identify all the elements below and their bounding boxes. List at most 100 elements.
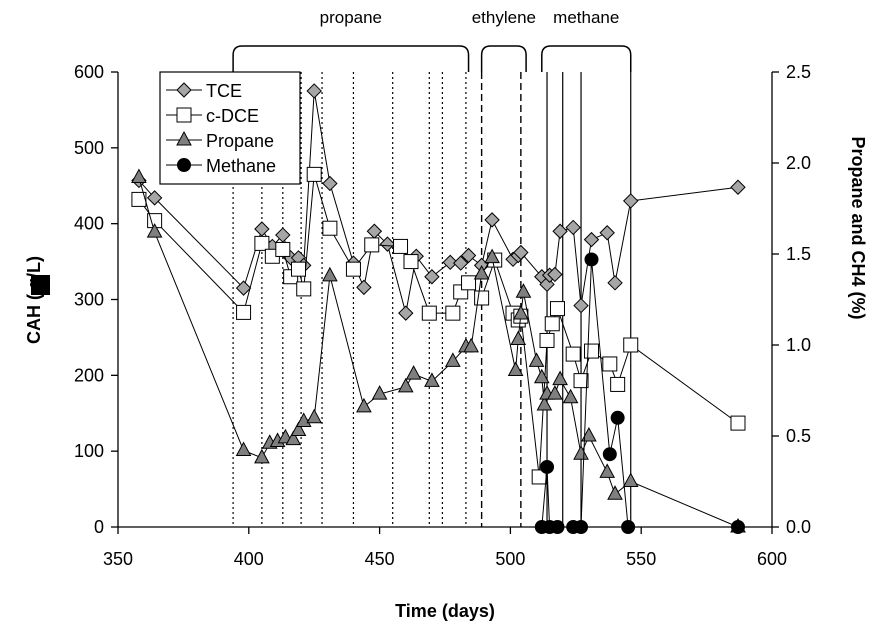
triangle-marker [484,248,500,264]
diamond-marker [599,225,615,241]
y-axis-title-right: Propane and CH4 (%) [848,136,868,319]
diamond-marker [607,275,623,291]
y-tick-label-right: 2.0 [786,153,811,173]
x-axis-title: Time (days) [395,601,495,621]
x-tick-label: 450 [365,549,395,569]
triangle-marker [533,368,550,384]
x-tick-label: 400 [234,549,264,569]
triangle-marker [515,283,532,298]
square-marker [291,261,307,277]
triangle-marker [599,463,616,478]
triangle-marker [254,448,270,464]
phase-label: propane [320,8,382,27]
square-marker [544,316,560,332]
square-marker [461,275,477,291]
triangle-marker [424,372,440,387]
square-marker [583,343,599,359]
square-marker [549,301,565,317]
y-tick-label-left: 300 [74,290,104,310]
triangle-marker [463,337,479,353]
square-marker [565,346,581,362]
y-tick-label-left: 200 [74,365,104,385]
diamond-marker [583,231,600,248]
series-line [138,174,739,477]
data-series [131,83,746,534]
square-marker [322,220,338,236]
triangle-marker [473,264,490,280]
diamond-marker [322,175,338,192]
diamond-marker [398,305,414,321]
series-c-dce [131,166,746,485]
diamond-marker [730,179,746,195]
triangle-marker [573,445,589,460]
diamond-marker [513,244,529,261]
circle-marker [550,520,565,534]
triangle-marker [235,441,252,457]
triangle-marker [547,385,563,400]
square-marker [306,166,322,182]
square-marker [573,373,589,389]
diamond-marker [306,83,322,99]
triangle-marker [285,430,302,446]
diamond-marker [442,254,458,271]
x-tick-label: 600 [757,549,787,569]
triangle-marker [536,396,553,411]
phase-lines [232,72,632,527]
triangle-marker [356,397,372,413]
x-tick-label: 500 [495,549,525,569]
triangle-marker [405,365,422,380]
square-marker [254,235,270,251]
square-marker [539,332,555,348]
y-tick-label-right: 2.5 [786,62,811,82]
series-methane [534,252,745,534]
phase-bracket [232,45,470,72]
square-marker [176,107,192,123]
square-marker [403,254,419,270]
square-marker [610,376,626,392]
square-marker [421,305,437,321]
diamond-marker [235,280,252,296]
y-tick-label-left: 600 [74,62,104,82]
y-tick-label-left: 400 [74,214,104,234]
square-marker [602,356,618,372]
square-marker [275,241,291,257]
legend: TCE c-DCE Propane Methane [159,71,301,185]
triangle-marker [322,266,338,282]
triangle-marker [510,330,527,346]
y-tick-label-right: 0.5 [786,426,811,446]
square-marker [236,304,252,320]
square-marker [730,415,746,431]
diamond-marker [623,193,639,209]
circle-marker [584,252,599,267]
square-marker [131,191,147,207]
diamond-marker [552,223,568,239]
circle-marker [621,520,636,534]
triangle-marker [622,472,639,487]
square-marker [296,281,312,297]
x-tick-label: 550 [626,549,656,569]
axis-ticks: 350 400 450 500 550 600 0 100 200 300 400 500 600 0.0… [74,62,811,569]
y-axis-title-left: CAH ( g/L) [24,256,44,344]
diamond-marker [460,247,477,264]
triangle-marker [290,421,307,437]
triangle-marker [371,385,388,400]
triangle-marker [507,361,524,376]
phase-bracket [541,45,632,72]
diamond-marker [146,190,163,206]
circle-marker [730,520,745,534]
y-tick-label-left: 100 [74,441,104,461]
circle-marker [574,520,589,534]
legend-label: c-DCE [206,106,259,126]
legend-label: Propane [206,131,274,151]
phase-brackets: propane ethylene methane [232,8,632,72]
series-line [138,177,739,528]
square-marker [623,337,639,353]
circle-marker [610,410,625,425]
phase-label: methane [553,8,619,27]
phase-label: ethylene [472,8,536,27]
square-marker [445,305,461,321]
series-propane [131,168,746,533]
square-marker [393,238,409,254]
triangle-marker [176,130,192,146]
